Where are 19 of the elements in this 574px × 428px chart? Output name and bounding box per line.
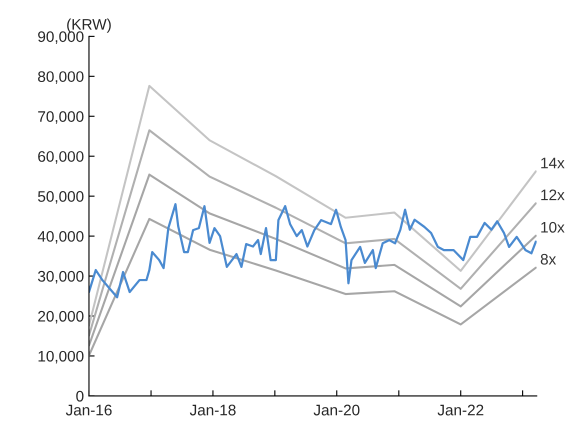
- y-tick-label: 70,000: [38, 111, 84, 124]
- x-tick-label: Jan-20: [314, 404, 360, 416]
- y-tick-label: 10,000: [38, 350, 84, 364]
- y-tick-label: 60,000: [38, 151, 84, 164]
- y-tick-label: 90,000: [38, 31, 84, 44]
- y-tick-label: 30,000: [38, 270, 84, 284]
- y-tick-label: 80,000: [38, 71, 84, 84]
- x-tick-label: Jan-18: [190, 404, 236, 416]
- series-label: 12x: [541, 190, 565, 200]
- y-tick-label: 50,000: [38, 191, 84, 204]
- y-tick-label: 40,000: [38, 230, 84, 244]
- y-tick-label: 0: [76, 390, 84, 402]
- series-label: 14x: [541, 158, 565, 168]
- series-label: 8x: [540, 254, 556, 265]
- y-axis-title: (KRW): [67, 18, 111, 33]
- x-tick-label: Jan-16: [66, 404, 112, 416]
- series-label: 10x: [541, 222, 565, 233]
- y-tick-label: 20,000: [38, 310, 84, 324]
- x-tick-label: Jan-22: [438, 404, 484, 416]
